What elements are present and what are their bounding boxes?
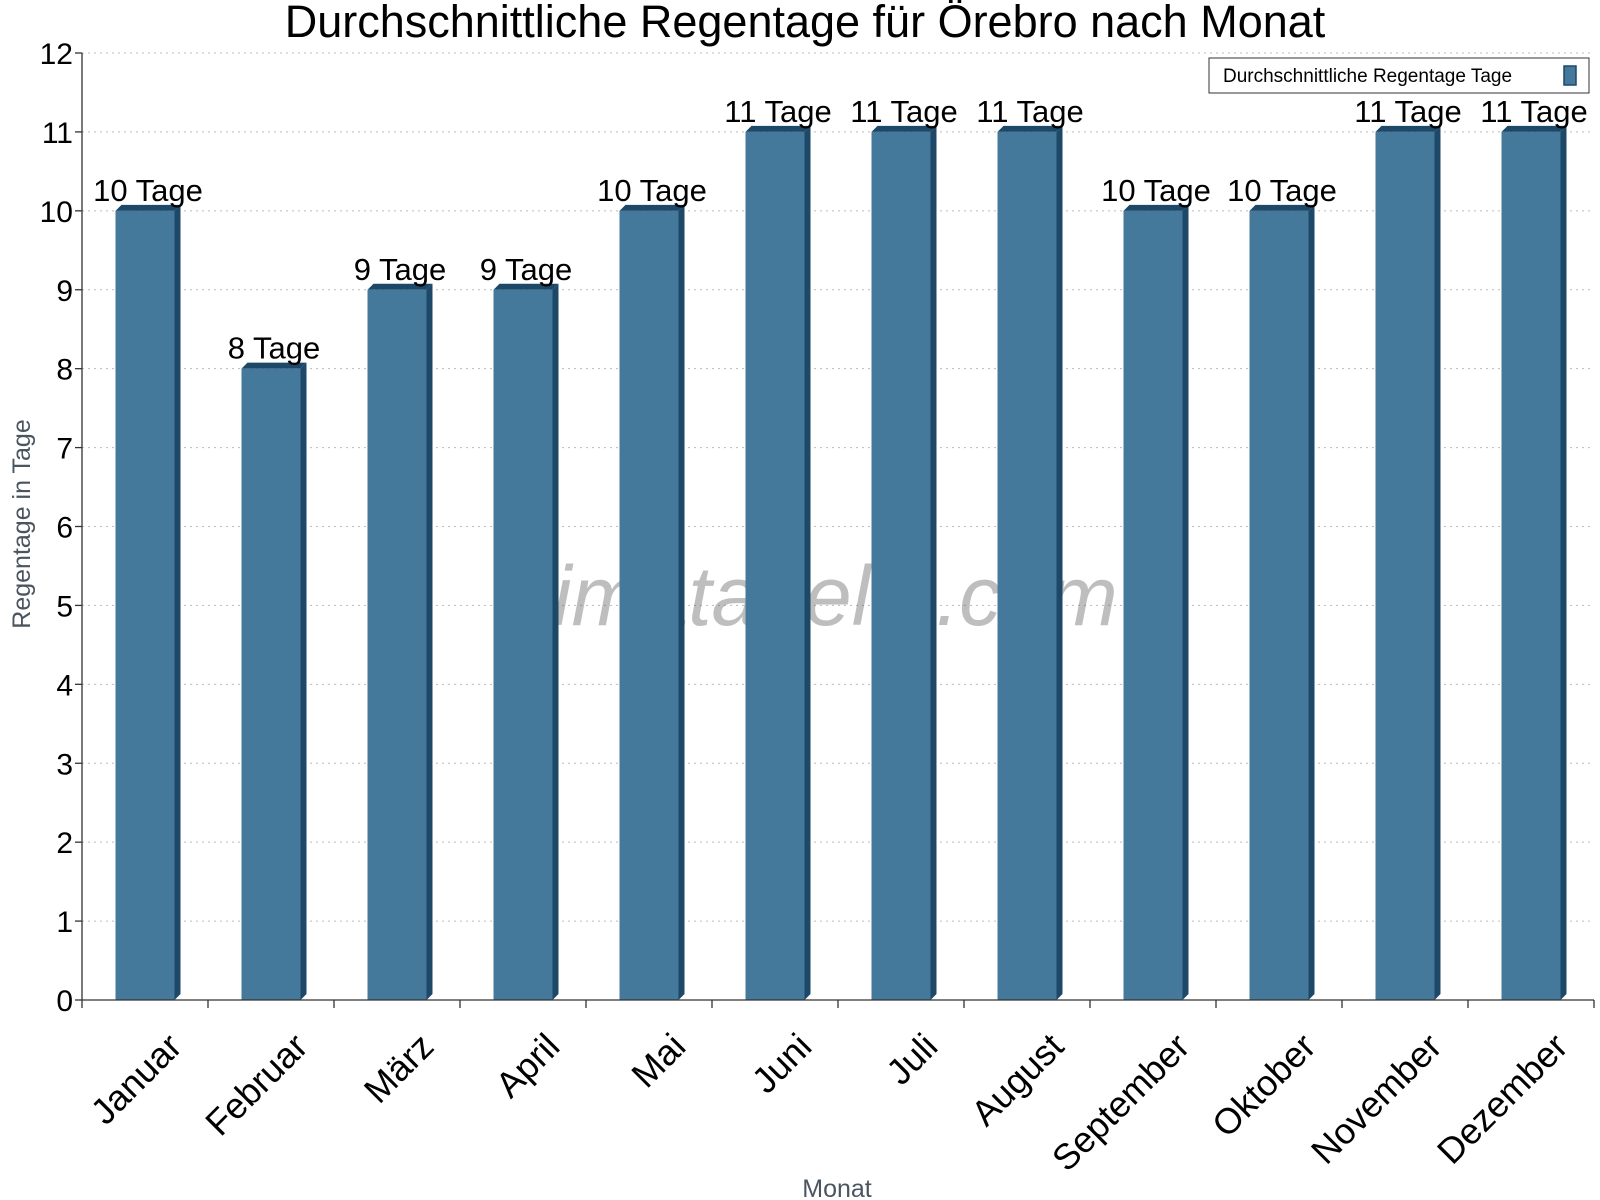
x-tick-label: Januar bbox=[83, 1025, 190, 1132]
data-label: 11 Tage bbox=[850, 94, 957, 129]
bar bbox=[619, 204, 685, 1001]
data-labels: 10 Tage 8 Tage 9 Tage 9 Tage 10 Tage 11 Tage 1… bbox=[93, 94, 1588, 366]
bar bbox=[745, 125, 811, 1000]
x-tick-labels: Januar Februar März April Mai Juni Juli AugustS… bbox=[83, 1025, 1576, 1179]
x-tick-label: Oktober bbox=[1204, 1025, 1324, 1145]
x-tick-label: August bbox=[963, 1025, 1071, 1133]
y-tick-label: 0 bbox=[56, 985, 73, 1018]
x-tick-label: April bbox=[487, 1025, 567, 1105]
bar bbox=[1501, 125, 1567, 1000]
bar bbox=[997, 125, 1063, 1000]
bar-side bbox=[1182, 204, 1189, 1001]
bars-layer bbox=[115, 125, 1567, 1001]
bar bbox=[1123, 204, 1189, 1001]
bar-top bbox=[997, 125, 1063, 132]
bar-side bbox=[930, 125, 937, 1000]
bar-front bbox=[619, 210, 679, 1001]
bar-front bbox=[1501, 131, 1561, 1000]
x-tick-label: Juni bbox=[744, 1025, 820, 1101]
y-tick-label: 6 bbox=[56, 512, 73, 545]
data-label: 10 Tage bbox=[1101, 173, 1211, 208]
chart-title: Durchschnittliche Regentage für Örebro n… bbox=[285, 0, 1326, 47]
bar-front bbox=[997, 131, 1057, 1000]
data-label: 9 Tage bbox=[354, 252, 447, 287]
bar-side bbox=[1056, 125, 1063, 1000]
y-tick-label: 12 bbox=[40, 38, 73, 71]
y-tick-label: 3 bbox=[56, 748, 73, 781]
bar-front bbox=[367, 289, 427, 1000]
bar-side bbox=[426, 283, 433, 1000]
bar-top bbox=[367, 283, 433, 290]
x-tick-label: März bbox=[356, 1025, 442, 1111]
y-tick-label: 9 bbox=[56, 275, 73, 308]
data-label: 9 Tage bbox=[480, 252, 573, 287]
bar-front bbox=[1375, 131, 1435, 1000]
bar-side bbox=[1434, 125, 1441, 1000]
x-tick-label: Juli bbox=[878, 1025, 945, 1092]
data-label: 11 Tage bbox=[724, 94, 831, 129]
grid-layer bbox=[82, 52, 1594, 922]
bar-side bbox=[678, 204, 685, 1001]
y-axis-label: Regentage in Tage bbox=[8, 419, 36, 628]
legend-swatch bbox=[1563, 65, 1577, 86]
legend: Durchschnittliche Regentage Tage bbox=[1208, 57, 1590, 94]
data-label: 11 Tage bbox=[1480, 94, 1587, 129]
bar-side bbox=[1308, 204, 1315, 1001]
x-tick-label: November bbox=[1303, 1025, 1449, 1171]
bar-top bbox=[1123, 204, 1189, 211]
bar-top bbox=[115, 204, 181, 211]
data-label: 10 Tage bbox=[93, 173, 203, 208]
x-tick-label: Mai bbox=[623, 1025, 693, 1095]
bar-side bbox=[1560, 125, 1567, 1000]
bar-front bbox=[493, 289, 553, 1000]
data-label: 8 Tage bbox=[228, 331, 321, 366]
data-label: 10 Tage bbox=[1227, 173, 1337, 208]
bar-top bbox=[1375, 125, 1441, 132]
legend-box bbox=[1208, 57, 1590, 94]
bar-top bbox=[745, 125, 811, 132]
x-tick-label: Dezember bbox=[1429, 1025, 1575, 1171]
bar-side bbox=[300, 362, 307, 1001]
x-tick-label: September bbox=[1044, 1025, 1198, 1179]
bar-top bbox=[1249, 204, 1315, 211]
y-tick-label: 11 bbox=[42, 117, 73, 150]
y-tick-label: 8 bbox=[56, 354, 73, 387]
y-tick-label: 1 bbox=[56, 906, 73, 939]
bar bbox=[115, 204, 181, 1001]
bar-front bbox=[745, 131, 805, 1000]
bar-front bbox=[871, 131, 931, 1000]
bar-side bbox=[174, 204, 181, 1001]
axes-layer bbox=[75, 52, 1595, 1008]
bar bbox=[493, 283, 559, 1000]
bar-top bbox=[871, 125, 937, 132]
y-tick-label: 2 bbox=[56, 827, 73, 860]
bar-top bbox=[619, 204, 685, 211]
bar bbox=[1375, 125, 1441, 1000]
bar-front bbox=[1123, 210, 1183, 1001]
bar-top bbox=[493, 283, 559, 290]
bar-front bbox=[115, 210, 175, 1001]
y-tick-label: 10 bbox=[40, 196, 73, 229]
bar bbox=[367, 283, 433, 1000]
bar-front bbox=[241, 368, 301, 1001]
data-label: 11 Tage bbox=[976, 94, 1083, 129]
x-tick-label: Februar bbox=[197, 1025, 315, 1143]
bar bbox=[871, 125, 937, 1000]
bar bbox=[241, 362, 307, 1001]
data-label: 11 Tage bbox=[1354, 94, 1461, 129]
bar-front bbox=[1249, 210, 1309, 1001]
y-tick-label: 5 bbox=[56, 590, 73, 623]
bar-side bbox=[804, 125, 811, 1000]
y-tick-label: 4 bbox=[56, 669, 73, 702]
data-label: 10 Tage bbox=[597, 173, 707, 208]
bar-top bbox=[241, 362, 307, 369]
bar-side bbox=[552, 283, 559, 1000]
legend-label: Durchschnittliche Regentage Tage bbox=[1223, 66, 1512, 87]
x-axis-label: Monat bbox=[802, 1175, 872, 1200]
y-tick-label: 7 bbox=[56, 433, 73, 466]
bar-top bbox=[1501, 125, 1567, 132]
bar bbox=[1249, 204, 1315, 1001]
